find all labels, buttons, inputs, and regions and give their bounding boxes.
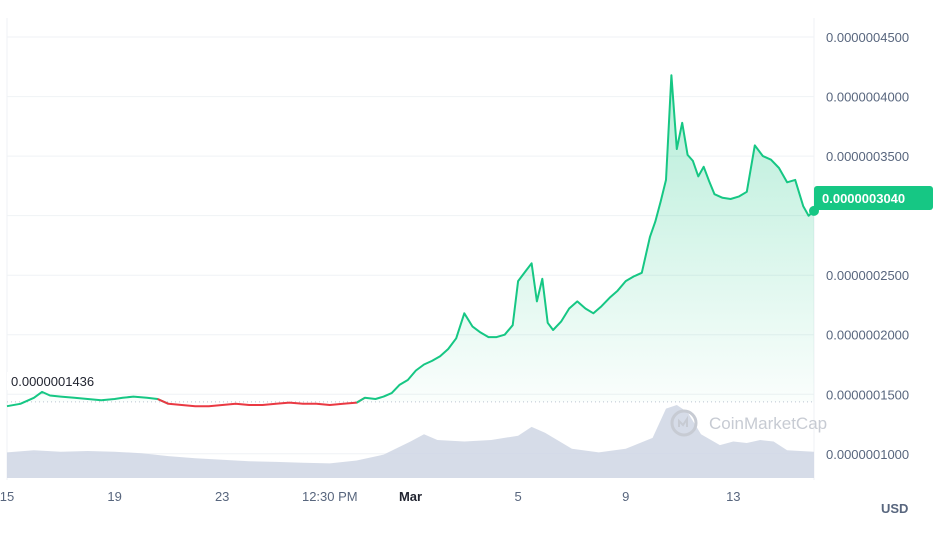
y-tick-label: 0.0000003500 [826, 149, 909, 164]
start-price-label: 0.0000001436 [11, 374, 94, 389]
price-line-up-segment [6, 390, 169, 408]
x-axis: 15 19 23 12:30 PM Mar 5 9 13 [0, 489, 741, 504]
y-tick-label: 0.0000004000 [826, 90, 909, 105]
y-tick-label: 0.0000002000 [826, 328, 909, 343]
x-tick-label: 9 [622, 489, 629, 504]
current-price-label: 0.0000003040 [822, 191, 905, 206]
x-tick-label: 13 [726, 489, 740, 504]
price-area [7, 75, 814, 402]
x-tick-label: 5 [514, 489, 521, 504]
start-price-tag: 0.0000001436 [7, 372, 113, 390]
price-line-down-segment [157, 396, 366, 408]
x-tick-label: 12:30 PM [302, 489, 358, 504]
x-tick-label: 23 [215, 489, 229, 504]
price-line [6, 74, 819, 408]
y-tick-label: 0.0000001500 [826, 387, 909, 402]
current-price-tag: 0.0000003040 [814, 186, 933, 210]
x-tick-label: Mar [399, 489, 422, 504]
x-tick-label: 15 [0, 489, 14, 504]
price-area-fill [7, 75, 814, 402]
currency-unit: USD [881, 501, 908, 516]
watermark-text: CoinMarketCap [709, 414, 827, 433]
y-tick-label: 0.0000002500 [826, 268, 909, 283]
price-line-up-segment [356, 74, 815, 404]
y-tick-label: 0.0000004500 [826, 30, 909, 45]
volume-bars [7, 405, 814, 478]
volume-area [7, 405, 814, 478]
y-tick-label: 0.0000001000 [826, 447, 909, 462]
x-tick-label: 19 [107, 489, 121, 504]
coinmarketcap-logo-icon [670, 409, 698, 437]
watermark: CoinMarketCap [670, 409, 827, 437]
y-axis: 0.0000004500 0.0000004000 0.0000003500 0.00… [826, 30, 909, 462]
